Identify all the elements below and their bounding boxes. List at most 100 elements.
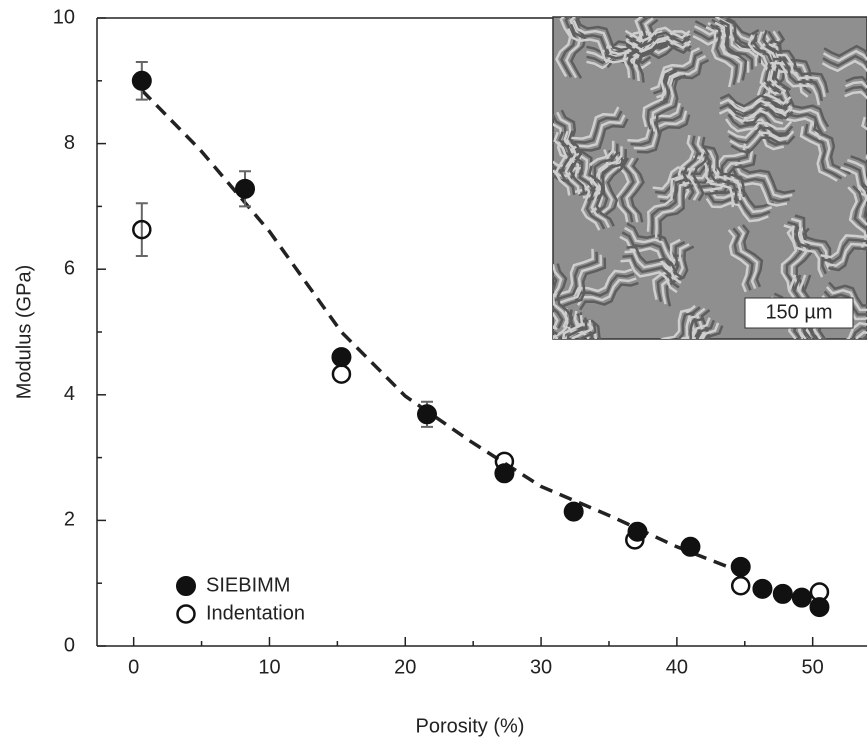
wrinkle <box>658 184 694 241</box>
wrinkle <box>795 227 813 293</box>
wrinkle <box>714 21 743 83</box>
wrinkle <box>701 150 754 192</box>
wrinkle <box>692 33 758 52</box>
wrinkle <box>588 165 615 227</box>
wrinkle <box>780 225 798 291</box>
wrinkle <box>694 19 760 37</box>
error-bar <box>135 202 148 258</box>
wrinkle <box>692 317 711 339</box>
filled-marker <box>331 347 352 368</box>
wrinkle <box>553 162 582 173</box>
wrinkle <box>694 143 747 185</box>
x-axis-label: Porosity (%) <box>416 715 525 737</box>
wrinkle <box>773 91 827 132</box>
open-marker <box>494 451 515 472</box>
wrinkle <box>636 114 691 154</box>
wrinkle <box>851 326 867 339</box>
wrinkle <box>677 336 697 339</box>
wrinkle <box>822 49 867 63</box>
wrinkle <box>757 31 787 93</box>
wrinkle <box>553 334 559 339</box>
wrinkle <box>624 26 691 43</box>
wrinkle <box>730 135 796 154</box>
filled-marker <box>791 587 812 608</box>
wrinkle <box>569 320 594 339</box>
y-tick-label: 6 <box>64 257 75 279</box>
wrinkle <box>775 86 830 128</box>
wrinkle <box>522 129 543 190</box>
wrinkle <box>704 145 746 198</box>
x-tick-label: 30 <box>530 656 552 678</box>
wrinkle <box>770 61 821 106</box>
wrinkle <box>640 347 699 373</box>
wrinkle <box>861 335 867 339</box>
wrinkle <box>558 254 603 305</box>
wrinkle <box>687 136 705 201</box>
wrinkle <box>817 322 827 339</box>
wrinkle <box>828 247 867 272</box>
wrinkle <box>737 159 796 195</box>
x-tick-label: 20 <box>394 656 416 678</box>
wrinkle <box>579 281 639 311</box>
wrinkle <box>576 277 637 306</box>
wrinkle <box>696 319 716 339</box>
wrinkle <box>729 130 795 149</box>
wrinkle <box>570 114 626 152</box>
wrinkle <box>808 121 847 178</box>
wrinkle <box>622 254 680 289</box>
wrinkle <box>728 125 794 144</box>
wrinkle <box>825 286 867 312</box>
wrinkle <box>578 168 606 230</box>
y-tick-label: 10 <box>53 6 75 28</box>
wrinkle <box>567 28 624 64</box>
wrinkle <box>709 188 773 214</box>
wrinkle <box>783 224 824 278</box>
wrinkle <box>583 166 611 229</box>
wrinkle <box>718 19 748 81</box>
wrinkle <box>626 41 692 58</box>
wrinkle <box>553 274 564 329</box>
open-marker <box>132 219 152 240</box>
wrinkle <box>561 314 584 339</box>
x-tick-label: 0 <box>128 656 139 678</box>
wrinkle <box>823 44 867 58</box>
wrinkle <box>706 325 724 339</box>
wrinkle <box>741 224 764 288</box>
wrinkle <box>625 31 691 48</box>
wrinkle <box>700 148 742 201</box>
wrinkle <box>578 143 619 196</box>
wrinkle <box>553 248 594 298</box>
wrinkle <box>554 251 599 302</box>
legend-label: SIEBIMM <box>206 574 290 596</box>
wrinkle <box>620 259 678 294</box>
wrinkle <box>695 307 706 339</box>
scale-bar-label: 150 µm <box>765 301 832 323</box>
wrinkle <box>790 226 808 292</box>
wrinkle <box>563 130 581 195</box>
filled-marker <box>730 556 751 577</box>
wrinkle <box>705 25 734 88</box>
wrinkle <box>813 119 852 175</box>
wrinkle <box>621 231 678 266</box>
wrinkle <box>575 17 633 52</box>
inset-image: 150 µm <box>522 16 867 373</box>
wrinkle <box>569 17 587 79</box>
wrinkle <box>844 90 867 100</box>
wrinkle <box>630 157 645 223</box>
wrinkle <box>697 147 750 189</box>
wrinkle <box>825 242 867 268</box>
wrinkle <box>553 325 558 331</box>
y-tick-label: 2 <box>64 509 75 531</box>
wrinkle <box>747 34 777 96</box>
wrinkle <box>807 320 817 339</box>
wrinkle <box>646 69 678 130</box>
wrinkle <box>566 317 588 339</box>
wrinkle <box>719 103 784 120</box>
wrinkle <box>577 322 597 339</box>
wrinkle <box>566 110 623 148</box>
wrinkle <box>861 116 867 161</box>
open-marker <box>809 582 830 602</box>
filled-marker <box>563 501 584 522</box>
wrinkle <box>683 314 699 339</box>
